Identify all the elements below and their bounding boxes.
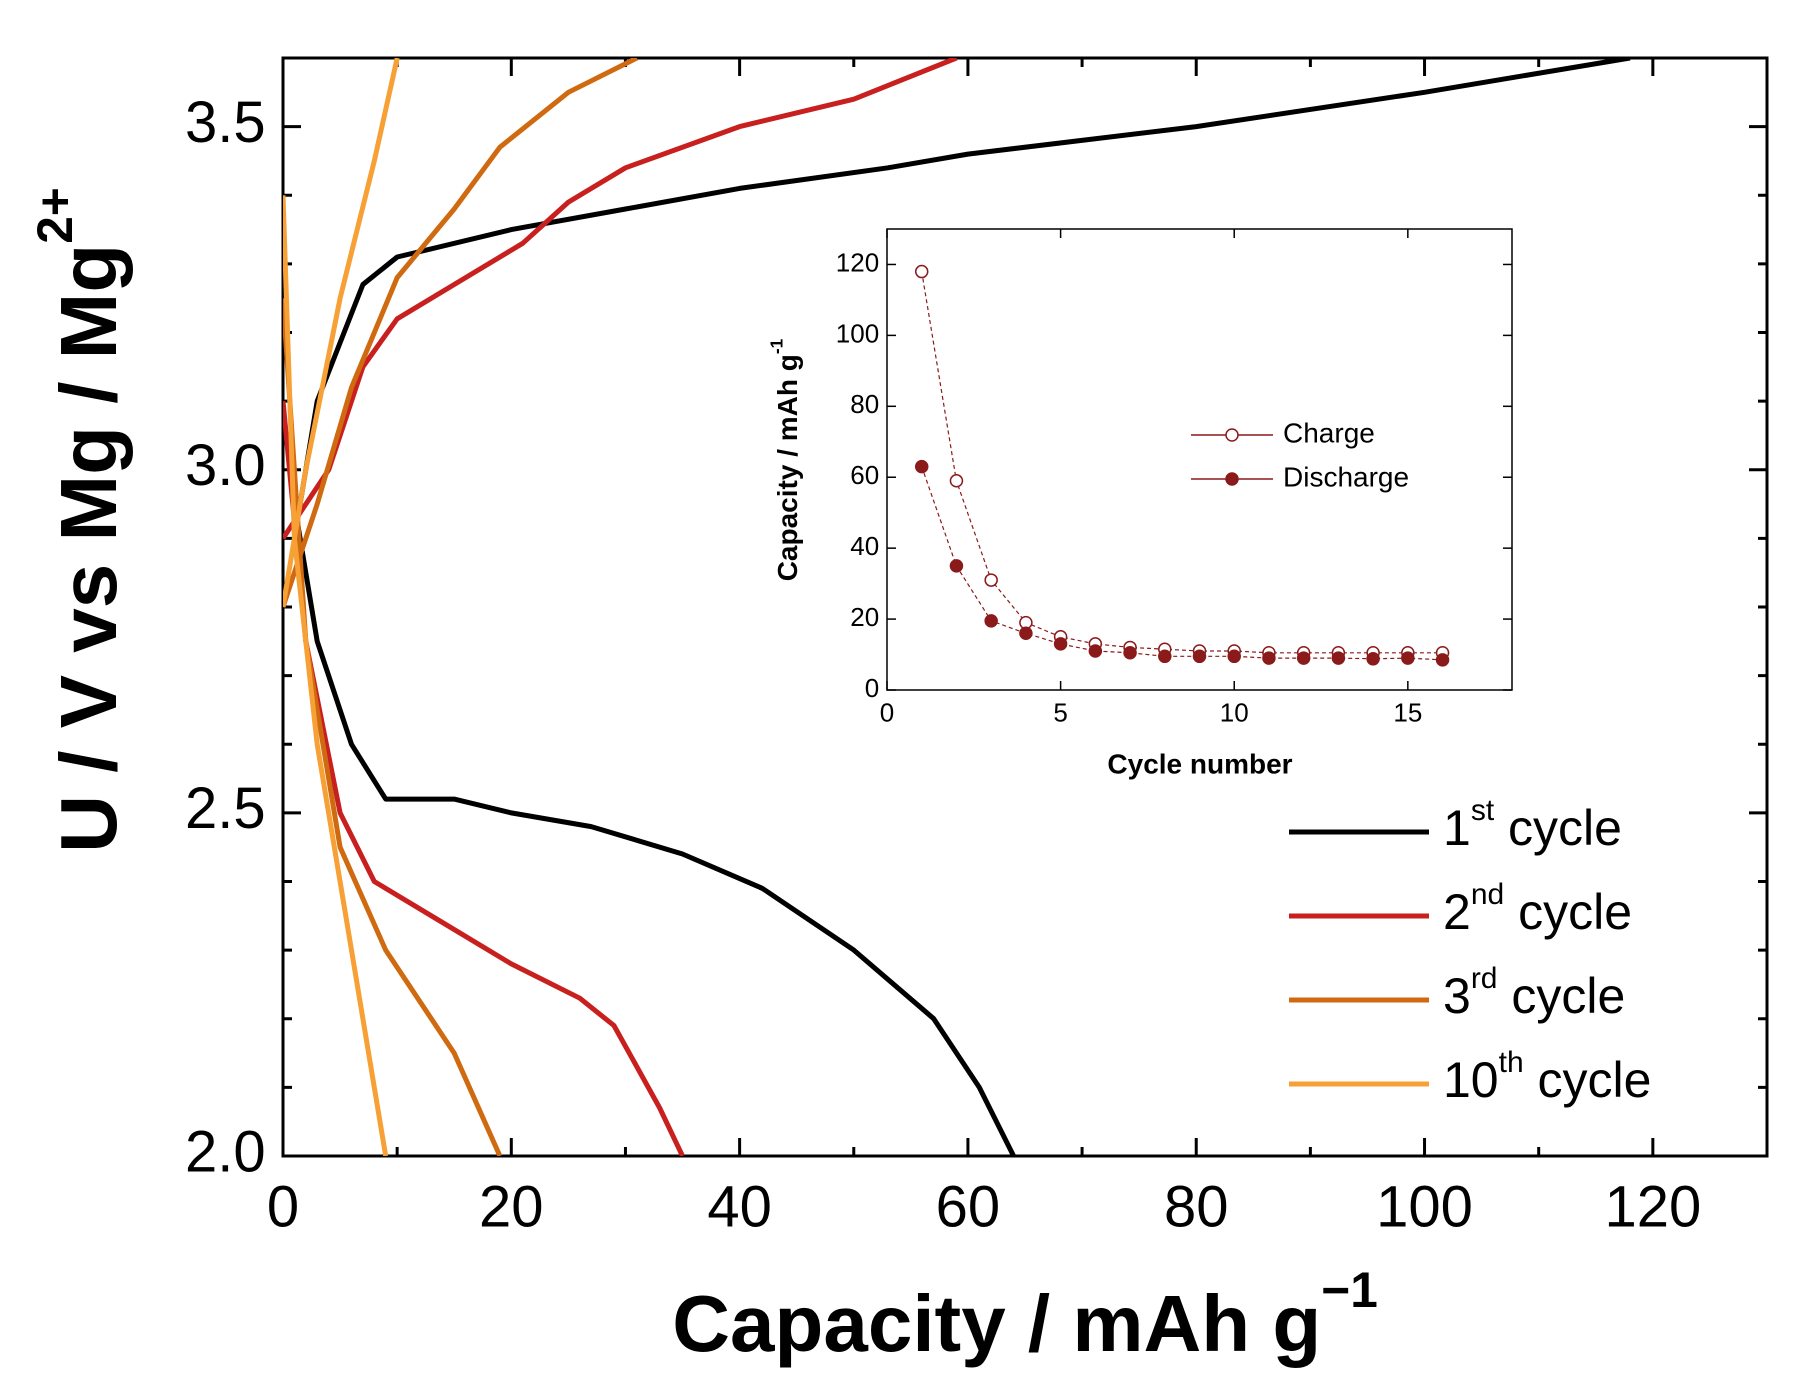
data-point [1053, 637, 1068, 651]
x-tick-label: 0 [267, 1174, 299, 1239]
data-point [1158, 649, 1172, 664]
data-point [1366, 652, 1380, 666]
y-tick-label: 3.5 [185, 90, 266, 155]
legend-label: 1st cycle [1443, 794, 1622, 856]
data-point [949, 559, 964, 573]
data-point [984, 614, 998, 628]
axis-label-text: U / V vs Mg / Mg [44, 244, 133, 853]
data-point [1227, 649, 1241, 664]
x-tick-label: 40 [707, 1174, 772, 1239]
data-point [1123, 646, 1137, 660]
data-point [949, 474, 964, 488]
series-line [283, 58, 639, 1156]
y-tick-label: 2.0 [185, 1119, 266, 1184]
legend-marker [1225, 428, 1239, 442]
y-tick-label: 60 [850, 460, 879, 490]
data-point [1401, 651, 1415, 665]
axis-label-sup: −1 [1321, 1262, 1378, 1318]
x-tick-label: 0 [880, 698, 894, 728]
axis-label-text: Capacity / mAh g [672, 1279, 1321, 1368]
legend-marker [1225, 472, 1239, 486]
series-line [283, 58, 400, 1156]
y-tick-label: 40 [850, 531, 879, 561]
y-tick-label: 100 [836, 318, 879, 348]
data-point [1192, 649, 1207, 664]
x-tick-label: 10 [1220, 698, 1249, 728]
x-tick-label: 100 [1376, 1174, 1473, 1239]
y-tick-label: 3.0 [185, 433, 266, 498]
data-point [984, 573, 998, 587]
series-line [283, 58, 958, 1156]
axis-label: Capacity / mAh g−1 [672, 1262, 1378, 1368]
x-tick-label: 20 [479, 1174, 544, 1239]
data-point [1435, 653, 1450, 667]
x-tick-label: 5 [1053, 698, 1067, 728]
series-line [921, 466, 1443, 661]
series-line [921, 271, 1443, 654]
legend-label: 3rd cycle [1443, 962, 1625, 1024]
data-point [1019, 626, 1033, 641]
x-tick-label: 60 [936, 1174, 1001, 1239]
legend-label: Charge [1283, 417, 1375, 448]
x-tick-label: 80 [1164, 1174, 1229, 1239]
y-tick-label: 2.5 [185, 776, 266, 841]
data-point [1331, 651, 1346, 665]
data-point [1296, 651, 1311, 665]
axis-label: Cycle number [1107, 748, 1292, 779]
axis-label: Capacity / mAh g-1 [766, 338, 803, 581]
plot-frame [886, 228, 1513, 691]
axis-label: U / V vs Mg / Mg2+ [27, 187, 133, 853]
series-line [291, 58, 1631, 1156]
legend-label: 10th cycle [1443, 1046, 1651, 1108]
data-point [914, 459, 929, 474]
y-tick-label: 80 [850, 389, 879, 419]
x-tick-label: 120 [1604, 1174, 1701, 1239]
y-tick-label: 120 [836, 247, 879, 277]
axis-label-text: Capacity / mAh g [772, 354, 803, 581]
legend-label: Discharge [1283, 461, 1409, 492]
data-point [1088, 644, 1103, 658]
y-tick-label: 20 [850, 602, 879, 632]
legend-label: 2nd cycle [1443, 878, 1632, 940]
axis-label-sup: 2+ [27, 187, 83, 244]
y-tick-label: 0 [865, 673, 879, 703]
x-tick-label: 15 [1393, 698, 1422, 728]
axis-label-sup: -1 [766, 338, 786, 354]
data-point [914, 264, 929, 279]
data-point [1262, 651, 1276, 665]
